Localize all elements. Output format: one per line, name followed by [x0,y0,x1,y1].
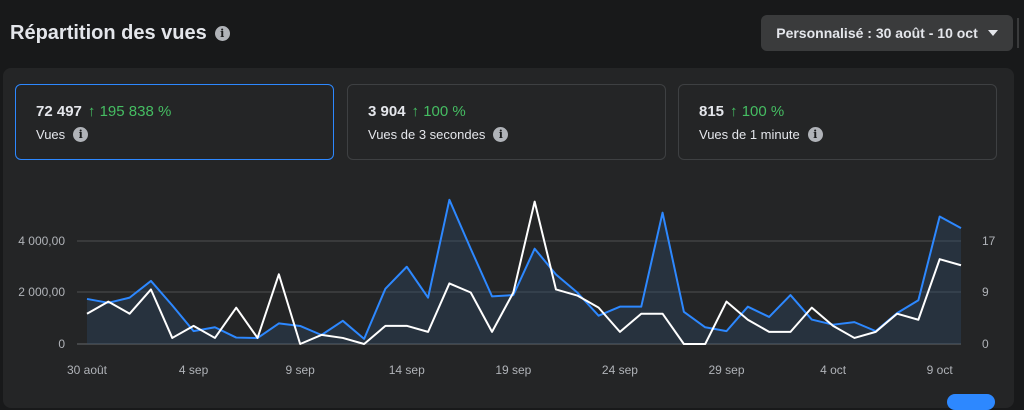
metric-delta-value: 195 838 % [99,103,172,120]
x-tick-label: 4 sep [179,363,209,377]
x-tick-label: 9 oct [927,363,954,377]
metric-value-line: 815 ↑ 100 % [699,103,784,120]
page-header: Répartition des vues i Personnalisé : 30… [0,0,1024,68]
metric-label: Vues de 1 minute [699,127,800,142]
y-right-tick-label: 9 [982,285,989,299]
metric-delta-value: 100 % [423,103,466,120]
metric-label-line: Vues de 1 minute i [699,127,823,142]
info-icon[interactable]: i [807,127,823,142]
metric-delta-value: 100 % [741,103,785,120]
metric-value-line: 72 497 ↑ 195 838 % [36,103,171,120]
y-left-tick-label: 4 000,00 [18,234,65,248]
info-icon[interactable]: i [493,127,509,142]
views-line-chart: 0 2 000,00 4 000,00 0 9 17 30 août 4 sep 9 sep 14… [18,198,996,377]
info-icon[interactable]: i [73,127,89,142]
views-area-fill [87,199,961,344]
metric-card-3s-views[interactable]: 3 904 ↑ 100 % Vues de 3 secondes i [347,84,666,160]
metric-value: 815 [699,103,725,120]
page-title-text: Répartition des vues [10,22,207,44]
x-tick-label: 14 sep [389,363,425,377]
date-range-label: Personnalisé : 30 août - 10 oct [776,25,978,41]
metric-delta: ↑ 195 838 % [87,103,172,120]
metric-value-line: 3 904 ↑ 100 % [368,103,466,120]
toggle-switch[interactable] [947,394,995,410]
y-left-tick-label: 0 [58,337,65,351]
metric-label: Vues de 3 secondes [368,127,486,142]
caret-down-icon [987,30,998,36]
metric-delta: ↑ 100 % [730,103,785,120]
metric-value: 3 904 [368,103,406,120]
secondary-series-line [86,200,962,345]
metric-label: Vues [36,127,66,142]
x-tick-label: 29 sep [708,363,744,377]
x-tick-label: 19 sep [495,363,531,377]
views-series-line [86,198,962,340]
y-right-tick-label: 17 [982,234,996,248]
date-range-dropdown[interactable]: Personnalisé : 30 août - 10 oct [761,15,1013,51]
divider [1017,18,1019,48]
x-tick-label: 4 oct [820,363,847,377]
x-tick-label: 30 août [67,363,108,377]
metric-label-line: Vues i [36,127,89,142]
x-tick-label: 9 sep [285,363,315,377]
y-left-tick-label: 2 000,00 [18,285,65,299]
metric-card-1m-views[interactable]: 815 ↑ 100 % Vues de 1 minute i [678,84,997,160]
metric-value: 72 497 [36,103,82,120]
info-icon[interactable]: i [214,26,230,41]
metric-card-views[interactable]: 72 497 ↑ 195 838 % Vues i [15,84,334,160]
x-tick-label: 24 sep [602,363,638,377]
metric-delta: ↑ 100 % [411,103,466,120]
metric-label-line: Vues de 3 secondes i [368,127,509,142]
views-breakdown-panel: 72 497 ↑ 195 838 % Vues i 3 904 ↑ 100 % Vu… [3,68,1014,408]
page-title: Répartition des vues i [10,22,230,45]
y-right-tick-label: 0 [982,337,989,351]
